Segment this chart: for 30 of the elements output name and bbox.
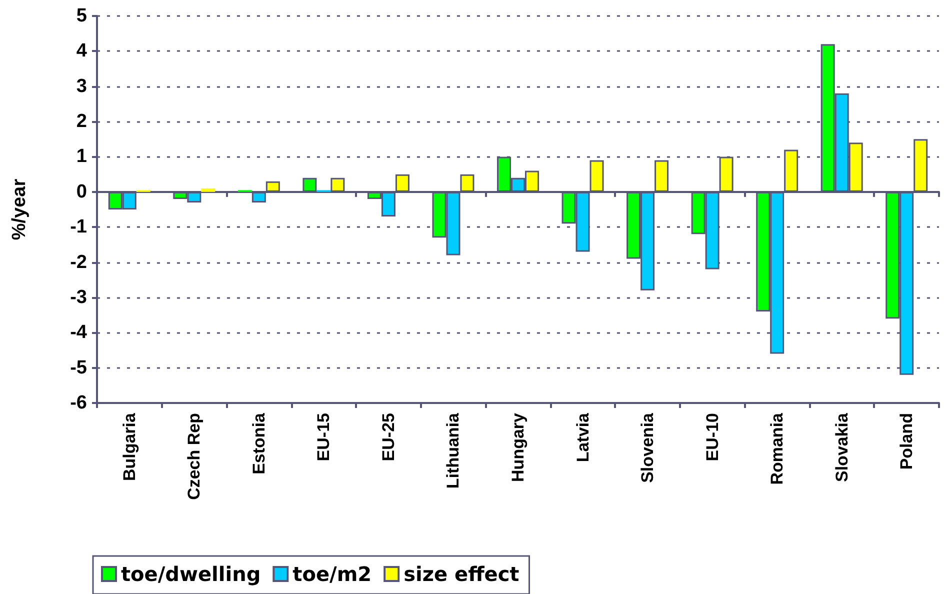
x-tick-label: Slovakia [832, 412, 852, 482]
x-tick-label: Slovenia [638, 412, 658, 483]
legend-label: toe/dwelling [121, 562, 261, 586]
x-tick-label: Romania [768, 412, 787, 485]
x-tick-label: EU-10 [702, 413, 722, 462]
y-tick-label: 1 [76, 146, 88, 168]
bar [201, 188, 216, 192]
y-axis-title: %/year [9, 178, 30, 240]
x-tick-label: Hungary [508, 412, 528, 482]
y-tick-label: -4 [70, 322, 88, 344]
y-tick-label: -2 [70, 252, 87, 273]
x-tick-label: EU-15 [314, 413, 334, 462]
y-tick-label: 4 [76, 40, 88, 62]
y-tick-label: -1 [70, 216, 88, 238]
y-tick-label: -6 [70, 392, 87, 414]
x-tick-label: Latvia [573, 412, 592, 462]
y-tick-label: 2 [76, 111, 87, 132]
x-tick-label: Lithuania [444, 412, 463, 489]
legend-label: toe/m2 [292, 562, 372, 586]
x-tick-label: Estonia [249, 412, 268, 474]
y-tick-label: -5 [70, 357, 88, 378]
y-tick-label: 0 [76, 181, 87, 202]
y-tick-label: 3 [76, 76, 87, 97]
legend-label: size effect [404, 562, 520, 586]
y-tick-label: -3 [70, 286, 87, 308]
y-tick-label: 5 [76, 6, 88, 26]
x-tick-label: Bulgaria [120, 412, 139, 482]
x-tick-label: Poland [897, 413, 916, 470]
x-tick-label: Czech Rep [184, 413, 204, 500]
x-tick-label: EU-25 [378, 413, 398, 462]
